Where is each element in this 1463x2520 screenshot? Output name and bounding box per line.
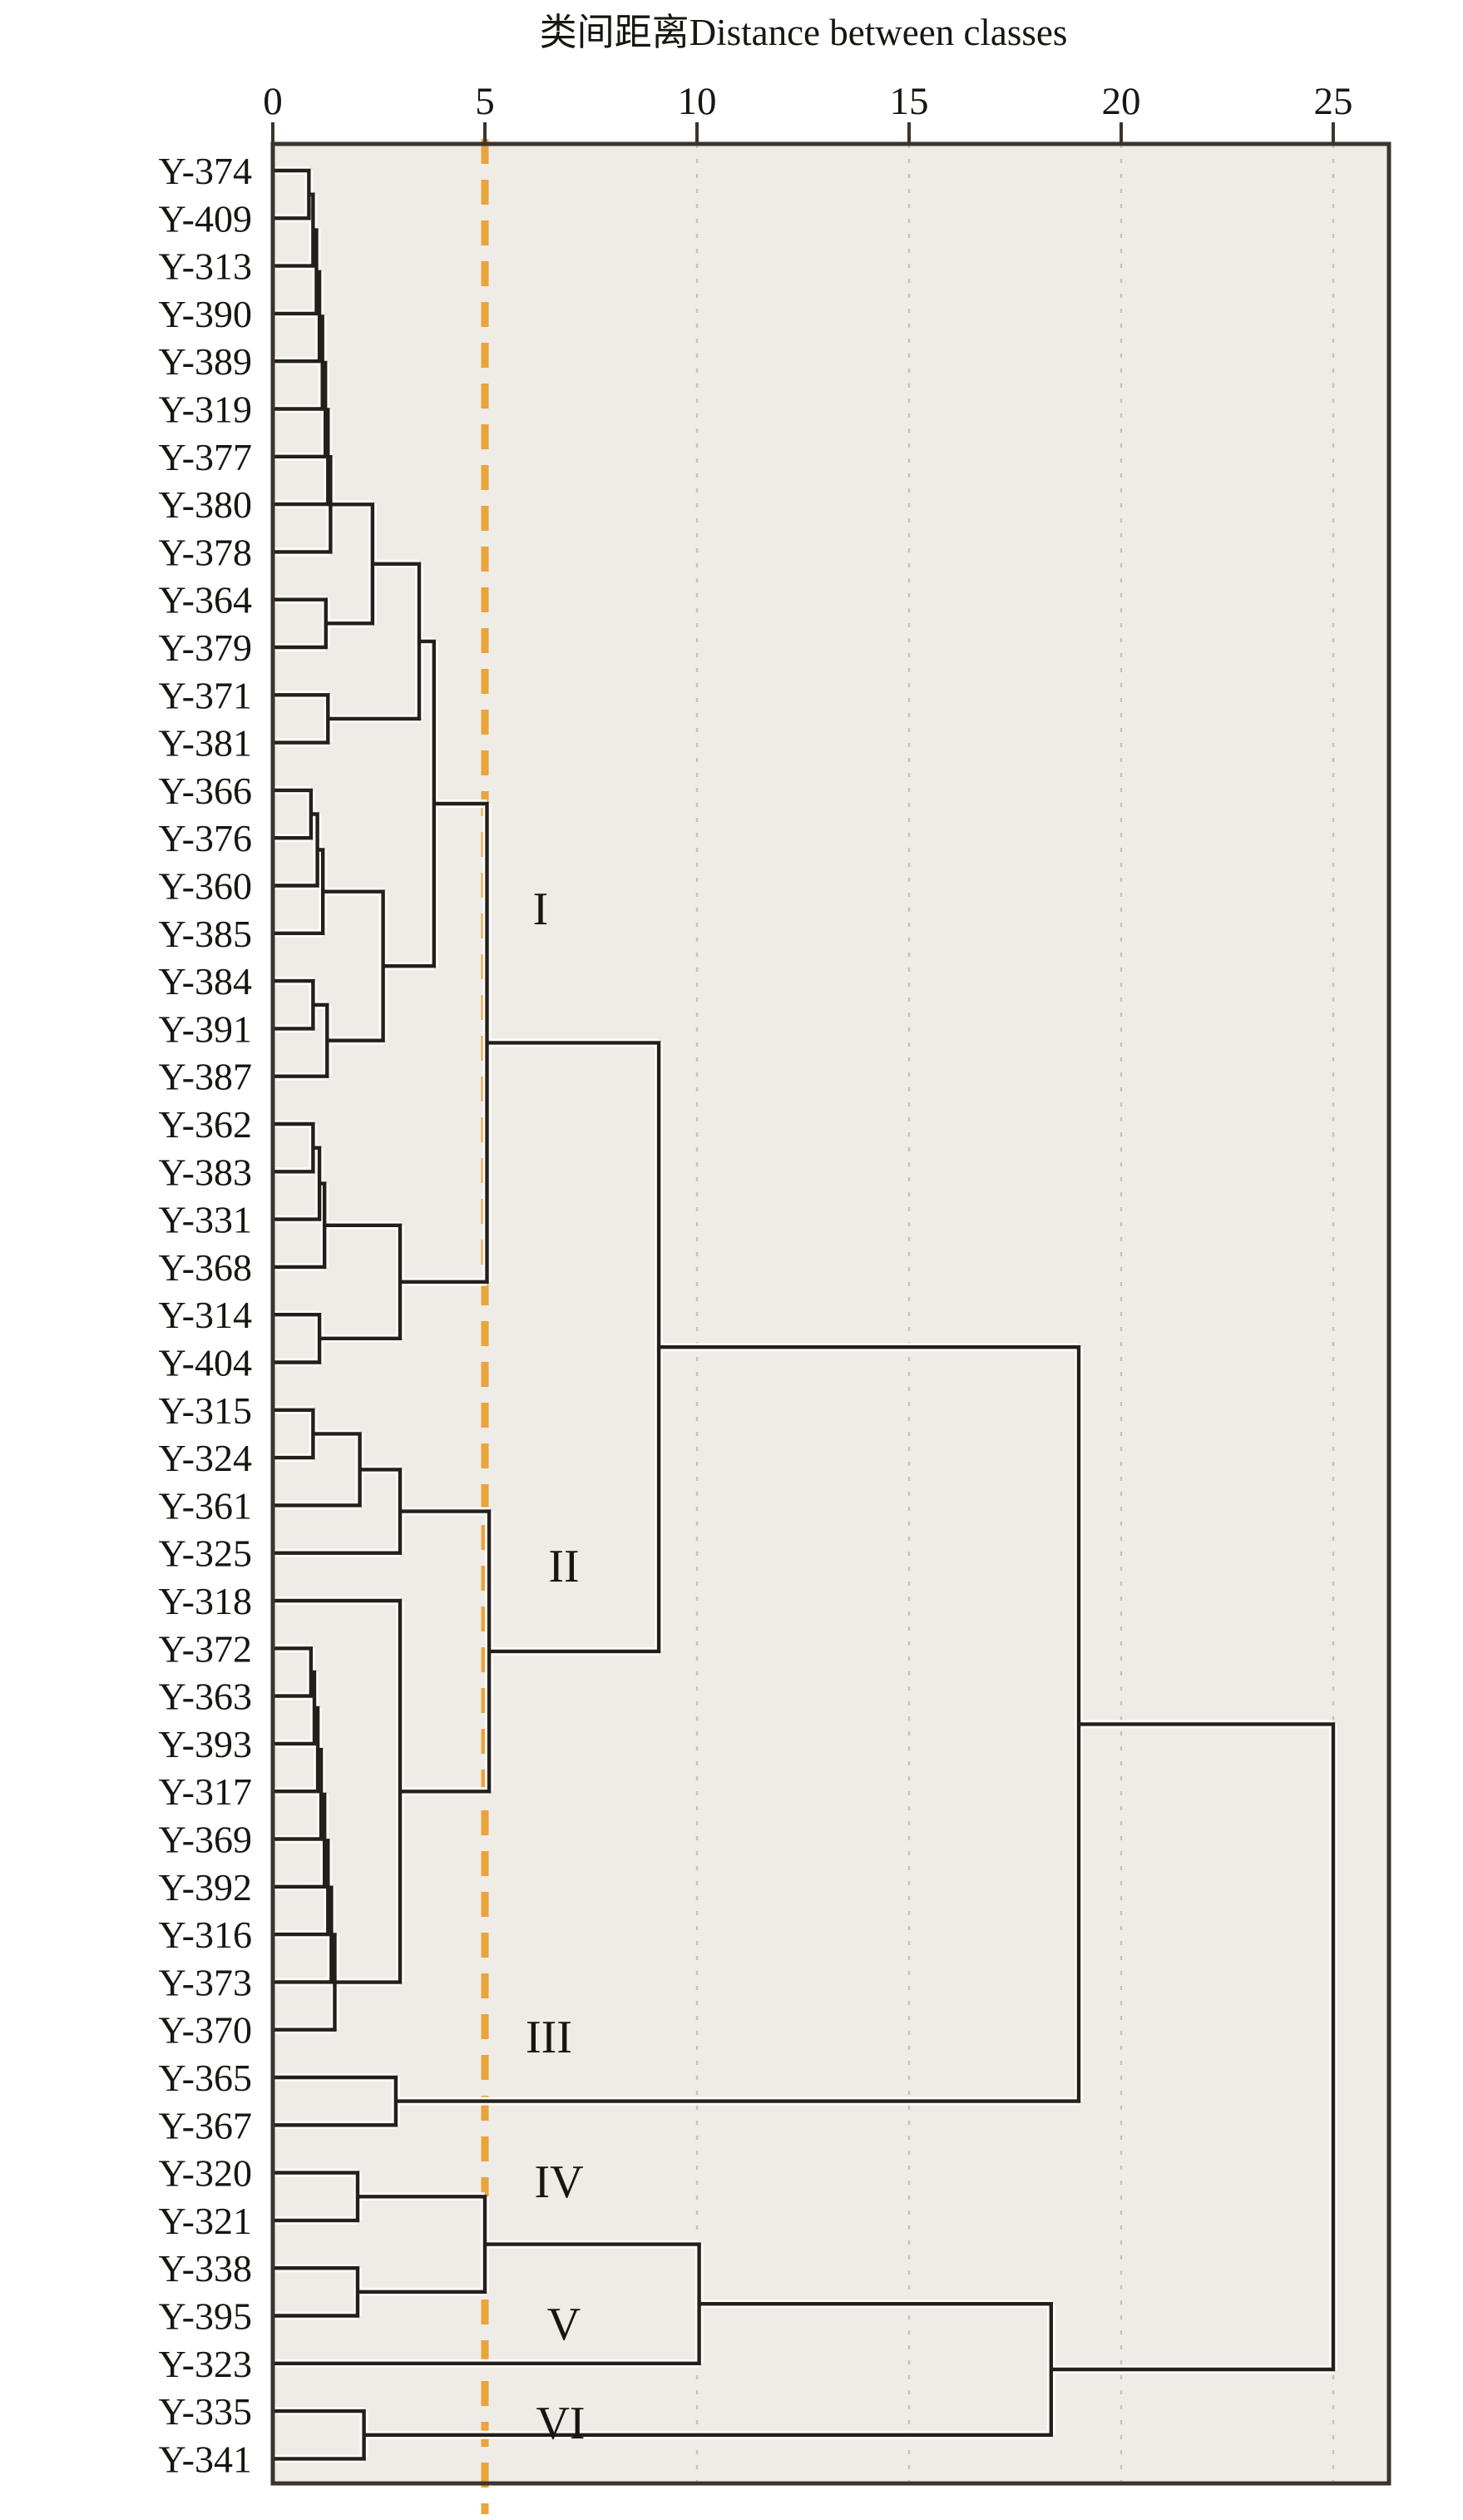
leaf-label: Y-378 <box>159 531 252 573</box>
leaf-label: Y-377 <box>159 436 252 478</box>
leaf-label: Y-320 <box>159 2152 252 2195</box>
leaf-label: Y-369 <box>159 1819 252 1861</box>
leaf-label: Y-383 <box>159 1151 252 1193</box>
leaf-label: Y-365 <box>159 2057 252 2099</box>
leaf-label: Y-318 <box>159 1580 252 1622</box>
leaf-label: Y-360 <box>159 865 252 908</box>
leaf-label: Y-363 <box>159 1676 252 1718</box>
leaf-label: Y-389 <box>159 340 252 383</box>
leaf-label: Y-317 <box>159 1770 252 1813</box>
cluster-VI-label: VI <box>536 2398 585 2449</box>
leaf-label: Y-325 <box>159 1532 252 1575</box>
leaf-label: Y-380 <box>159 483 252 526</box>
leaf-label: Y-361 <box>159 1484 252 1527</box>
leaf-label: Y-368 <box>159 1246 252 1289</box>
leaf-label: Y-319 <box>159 389 252 431</box>
leaf-label: Y-364 <box>159 579 252 621</box>
leaf-label: Y-373 <box>159 1961 252 2003</box>
leaf-label: Y-331 <box>159 1199 252 1241</box>
leaf-label: Y-338 <box>159 2247 252 2290</box>
leaf-label: Y-395 <box>159 2295 252 2338</box>
leaf-label: Y-316 <box>159 1914 252 1956</box>
leaf-label: Y-321 <box>159 2200 252 2242</box>
leaf-label: Y-372 <box>159 1627 252 1670</box>
leaf-label: Y-392 <box>159 1866 252 1909</box>
leaf-label: Y-381 <box>159 722 252 765</box>
leaf-label: Y-370 <box>159 2009 252 2052</box>
leaf-label: Y-341 <box>159 2438 252 2480</box>
leaf-label: Y-335 <box>159 2390 252 2433</box>
leaf-label: Y-367 <box>159 2104 252 2146</box>
cluster-II-label: II <box>548 1541 579 1592</box>
leaf-label: Y-390 <box>159 293 252 335</box>
leaf-label: Y-371 <box>159 674 252 716</box>
leaf-label: Y-362 <box>159 1103 252 1146</box>
leaf-label: Y-314 <box>159 1294 252 1336</box>
leaf-label: Y-393 <box>159 1723 252 1765</box>
tree-lines <box>270 168 1336 2461</box>
leaf-label: Y-384 <box>159 960 252 1003</box>
leaf-label: Y-385 <box>159 913 252 955</box>
cluster-I-label: I <box>533 884 549 935</box>
axis-tick-label: 0 <box>263 80 283 123</box>
plot-background <box>273 144 1389 2483</box>
leaf-label: Y-387 <box>159 1056 252 1098</box>
leaf-label: Y-409 <box>159 197 252 240</box>
cluster-IV-label: IV <box>534 2156 583 2208</box>
leaf-label: Y-404 <box>159 1342 252 1384</box>
leaf-label: Y-374 <box>159 150 252 192</box>
axis-tick-label: 5 <box>475 80 495 123</box>
leaf-label: Y-376 <box>159 817 252 859</box>
axis-tick-label: 10 <box>678 80 717 123</box>
leaf-label: Y-323 <box>159 2343 252 2385</box>
cluster-III-label: III <box>526 2012 572 2063</box>
leaf-label: Y-379 <box>159 626 252 669</box>
chart-title: 类间距离Distance between classes <box>539 12 1068 53</box>
plot-border <box>270 141 1391 2486</box>
cluster-V-label: V <box>547 2299 581 2350</box>
leaf-label: Y-324 <box>159 1437 252 1479</box>
leaf-label: Y-366 <box>159 770 252 812</box>
axis-tick-label: 20 <box>1102 80 1141 123</box>
axis-tick-label: 25 <box>1314 80 1353 123</box>
leaf-label: Y-391 <box>159 1008 252 1050</box>
axis-tick-label: 15 <box>890 80 929 123</box>
leaf-label: Y-315 <box>159 1389 252 1432</box>
leaf-label: Y-313 <box>159 245 252 288</box>
